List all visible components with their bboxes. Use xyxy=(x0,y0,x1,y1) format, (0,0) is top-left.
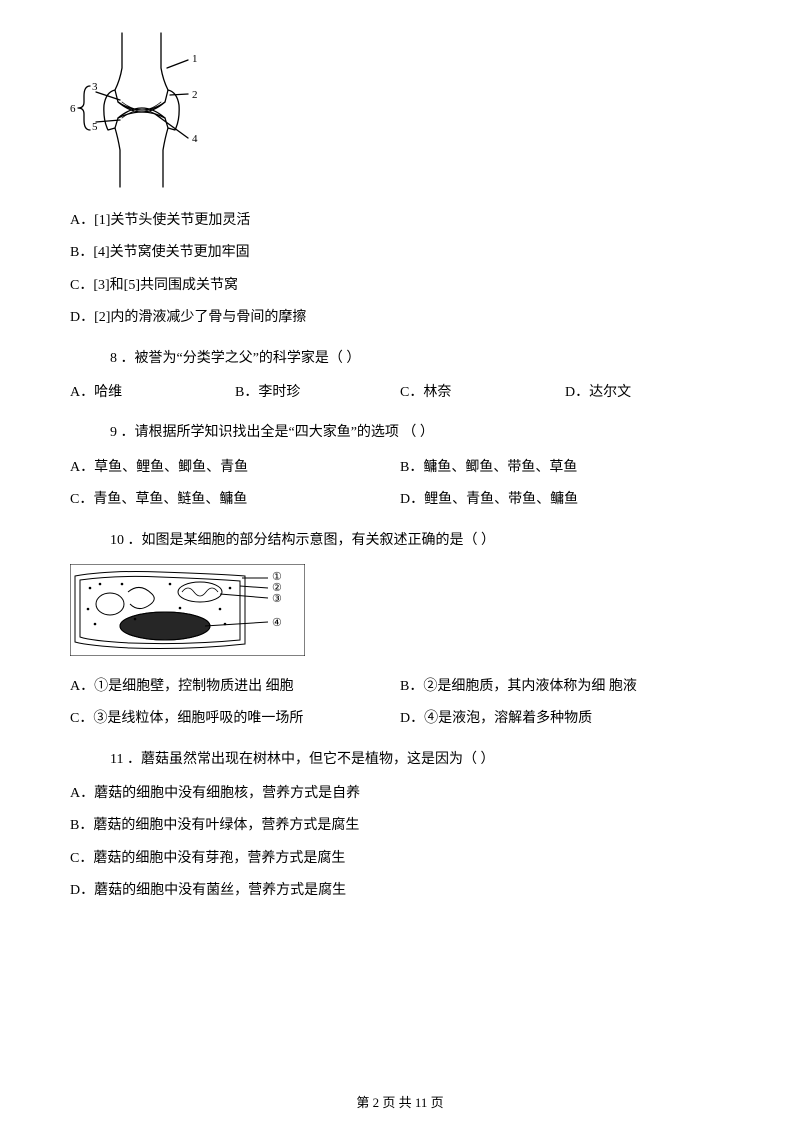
q8-option-d: D．达尔文 xyxy=(565,382,730,404)
q7-figure: 1 2 4 3 5 6 xyxy=(70,30,730,190)
page-footer: 第 2 页 共 11 页 xyxy=(0,1093,800,1114)
q7-option-d: D．[2]内的滑液减少了骨与骨间的摩擦 xyxy=(70,307,730,329)
q11-option-a: A．蘑菇的细胞中没有细胞核，营养方式是自养 xyxy=(70,783,730,805)
option-text: B．鳙鱼、鲫鱼、带鱼、草鱼 xyxy=(400,460,577,475)
q10-option-b: B．②是细胞质，其内液体称为细 胞液 xyxy=(400,676,730,698)
q9-options-row2: C．青鱼、草鱼、鲢鱼、鳙鱼 D．鲤鱼、青鱼、带鱼、鳙鱼 xyxy=(70,489,730,511)
svg-text:2: 2 xyxy=(192,89,198,101)
q10-option-a: A．①是细胞壁，控制物质进出 细胞 xyxy=(70,676,400,698)
svg-text:6: 6 xyxy=(70,103,76,115)
svg-text:4: 4 xyxy=(192,133,198,145)
option-text: A．哈维 xyxy=(70,385,122,400)
svg-text:3: 3 xyxy=(92,81,98,93)
joint-diagram: 1 2 4 3 5 6 xyxy=(70,30,210,190)
q9-option-d: D．鲤鱼、青鱼、带鱼、鳙鱼 xyxy=(400,489,730,511)
q11-option-b: B．蘑菇的细胞中没有叶绿体，营养方式是腐生 xyxy=(70,815,730,837)
stem-text: 9 ．请根据所学知识找出全是“四大家鱼”的选项 （ ） xyxy=(110,425,434,440)
svg-text:5: 5 xyxy=(92,121,98,133)
option-text: B．[4]关节窝使关节更加牢固 xyxy=(70,245,250,260)
option-text: D．[2]内的滑液减少了骨与骨间的摩擦 xyxy=(70,310,306,325)
option-text: B．②是细胞质，其内液体称为细 胞液 xyxy=(400,679,637,694)
q10-figure: ① ② ③ ④ xyxy=(70,564,730,656)
q7-option-c: C．[3]和[5]共同围成关节窝 xyxy=(70,275,730,297)
q9-option-c: C．青鱼、草鱼、鲢鱼、鳙鱼 xyxy=(70,489,400,511)
q8-options: A．哈维 B．李时珍 C．林奈 D．达尔文 xyxy=(70,382,730,404)
q10-option-c: C．③是线粒体，细胞呼吸的唯一场所 xyxy=(70,708,400,730)
svg-text:③: ③ xyxy=(272,593,282,605)
option-text: B．蘑菇的细胞中没有叶绿体，营养方式是腐生 xyxy=(70,818,359,833)
option-text: C．林奈 xyxy=(400,385,451,400)
q9-option-b: B．鳙鱼、鲫鱼、带鱼、草鱼 xyxy=(400,457,730,479)
q8-option-a: A．哈维 xyxy=(70,382,235,404)
footer-text: 第 2 页 共 11 页 xyxy=(356,1095,443,1110)
q8-stem: 8 ．被誉为“分类学之父”的科学家是（ ） xyxy=(70,348,730,370)
q10-options-row1: A．①是细胞壁，控制物质进出 细胞 B．②是细胞质，其内液体称为细 胞液 xyxy=(70,676,730,698)
svg-text:1: 1 xyxy=(192,53,198,65)
q9-stem: 9 ．请根据所学知识找出全是“四大家鱼”的选项 （ ） xyxy=(70,422,730,444)
q11-option-c: C．蘑菇的细胞中没有芽孢，营养方式是腐生 xyxy=(70,848,730,870)
option-text: A．[1]关节头使关节更加灵活 xyxy=(70,213,250,228)
option-text: C．青鱼、草鱼、鲢鱼、鳙鱼 xyxy=(70,492,247,507)
stem-text: 10 ．如图是某细胞的部分结构示意图，有关叙述正确的是（ ） xyxy=(110,533,495,548)
option-text: A．草鱼、鲤鱼、鲫鱼、青鱼 xyxy=(70,460,248,475)
stem-text: 11 ．蘑菇虽然常出现在树林中，但它不是植物，这是因为（ ） xyxy=(110,752,494,767)
q8-option-b: B．李时珍 xyxy=(235,382,400,404)
q7-option-b: B．[4]关节窝使关节更加牢固 xyxy=(70,242,730,264)
option-text: C．蘑菇的细胞中没有芽孢，营养方式是腐生 xyxy=(70,851,345,866)
q10-option-d: D．④是液泡，溶解着多种物质 xyxy=(400,708,730,730)
q9-option-a: A．草鱼、鲤鱼、鲫鱼、青鱼 xyxy=(70,457,400,479)
q8-option-c: C．林奈 xyxy=(400,382,565,404)
q11-option-d: D．蘑菇的细胞中没有菌丝，营养方式是腐生 xyxy=(70,880,730,902)
option-text: C．[3]和[5]共同围成关节窝 xyxy=(70,278,238,293)
option-text: A．蘑菇的细胞中没有细胞核，营养方式是自养 xyxy=(70,786,360,801)
stem-text: 8 ．被誉为“分类学之父”的科学家是（ ） xyxy=(110,351,360,366)
q11-stem: 11 ．蘑菇虽然常出现在树林中，但它不是植物，这是因为（ ） xyxy=(70,749,730,771)
option-text: C．③是线粒体，细胞呼吸的唯一场所 xyxy=(70,711,303,726)
svg-text:④: ④ xyxy=(272,617,282,629)
option-text: D．鲤鱼、青鱼、带鱼、鳙鱼 xyxy=(400,492,578,507)
option-text: B．李时珍 xyxy=(235,385,300,400)
option-text: D．蘑菇的细胞中没有菌丝，营养方式是腐生 xyxy=(70,883,346,898)
option-text: D．达尔文 xyxy=(565,385,631,400)
option-text: D．④是液泡，溶解着多种物质 xyxy=(400,711,592,726)
q10-stem: 10 ．如图是某细胞的部分结构示意图，有关叙述正确的是（ ） xyxy=(70,530,730,552)
cell-diagram: ① ② ③ ④ xyxy=(70,564,305,656)
q10-options-row2: C．③是线粒体，细胞呼吸的唯一场所 D．④是液泡，溶解着多种物质 xyxy=(70,708,730,730)
q9-options-row1: A．草鱼、鲤鱼、鲫鱼、青鱼 B．鳙鱼、鲫鱼、带鱼、草鱼 xyxy=(70,457,730,479)
q7-option-a: A．[1]关节头使关节更加灵活 xyxy=(70,210,730,232)
option-text: A．①是细胞壁，控制物质进出 细胞 xyxy=(70,679,294,694)
